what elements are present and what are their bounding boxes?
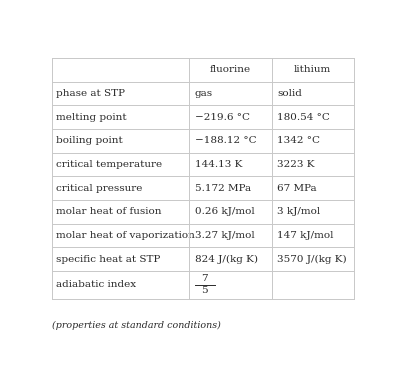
Bar xyxy=(272,271,354,298)
Text: −188.12 °C: −188.12 °C xyxy=(195,136,257,146)
Bar xyxy=(272,153,354,176)
Bar xyxy=(189,248,272,271)
Bar xyxy=(189,105,272,129)
Text: 824 J/(kg K): 824 J/(kg K) xyxy=(195,255,258,264)
Bar xyxy=(272,224,354,248)
Bar xyxy=(52,271,189,298)
Text: melting point: melting point xyxy=(55,112,126,122)
Text: 5.172 MPa: 5.172 MPa xyxy=(195,184,251,193)
Text: 3223 K: 3223 K xyxy=(277,160,314,169)
Text: 1342 °C: 1342 °C xyxy=(277,136,320,146)
Bar xyxy=(272,176,354,200)
Text: 144.13 K: 144.13 K xyxy=(195,160,242,169)
Bar xyxy=(272,129,354,153)
Text: 3570 J/(kg K): 3570 J/(kg K) xyxy=(277,255,346,264)
Bar xyxy=(52,248,189,271)
Bar xyxy=(52,129,189,153)
Text: specific heat at STP: specific heat at STP xyxy=(55,255,160,264)
Bar xyxy=(272,105,354,129)
Bar xyxy=(189,224,272,248)
Text: adiabatic index: adiabatic index xyxy=(55,280,136,289)
Text: 67 MPa: 67 MPa xyxy=(277,184,317,193)
Text: fluorine: fluorine xyxy=(210,65,251,74)
Text: 3.27 kJ/mol: 3.27 kJ/mol xyxy=(195,231,255,240)
Text: 7: 7 xyxy=(202,274,208,283)
Bar xyxy=(52,200,189,224)
Text: molar heat of fusion: molar heat of fusion xyxy=(55,207,161,216)
Text: phase at STP: phase at STP xyxy=(55,89,125,98)
Text: 180.54 °C: 180.54 °C xyxy=(277,112,330,122)
Text: 147 kJ/mol: 147 kJ/mol xyxy=(277,231,333,240)
Text: molar heat of vaporization: molar heat of vaporization xyxy=(55,231,194,240)
Bar xyxy=(52,82,189,105)
Bar xyxy=(189,153,272,176)
Text: solid: solid xyxy=(277,89,302,98)
Bar xyxy=(189,176,272,200)
Bar xyxy=(52,105,189,129)
Bar xyxy=(272,58,354,82)
Bar xyxy=(272,200,354,224)
Text: −219.6 °C: −219.6 °C xyxy=(195,112,250,122)
Text: 0.26 kJ/mol: 0.26 kJ/mol xyxy=(195,207,255,216)
Text: critical pressure: critical pressure xyxy=(55,184,142,193)
Bar xyxy=(189,129,272,153)
Bar xyxy=(189,58,272,82)
Text: boiling point: boiling point xyxy=(55,136,122,146)
Text: (properties at standard conditions): (properties at standard conditions) xyxy=(52,321,221,330)
Bar xyxy=(52,176,189,200)
Bar xyxy=(272,82,354,105)
Bar xyxy=(189,271,272,298)
Bar xyxy=(52,58,189,82)
Text: 3 kJ/mol: 3 kJ/mol xyxy=(277,207,320,216)
Bar xyxy=(52,153,189,176)
Text: 5: 5 xyxy=(202,286,208,296)
Bar xyxy=(189,200,272,224)
Bar xyxy=(189,82,272,105)
Text: gas: gas xyxy=(195,89,213,98)
Bar xyxy=(52,224,189,248)
Text: critical temperature: critical temperature xyxy=(55,160,162,169)
Text: lithium: lithium xyxy=(294,65,331,74)
Bar xyxy=(272,248,354,271)
